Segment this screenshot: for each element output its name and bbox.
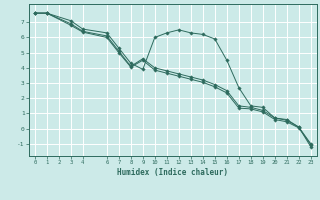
X-axis label: Humidex (Indice chaleur): Humidex (Indice chaleur) xyxy=(117,168,228,177)
